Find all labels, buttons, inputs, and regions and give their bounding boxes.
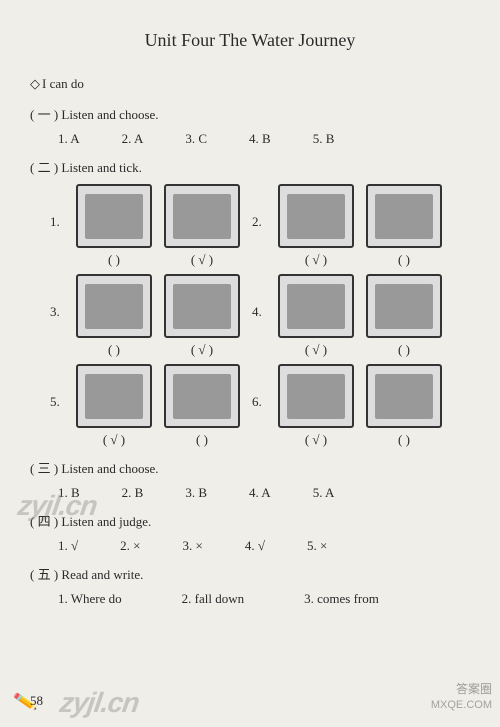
image-placeholder: [164, 364, 240, 428]
tick-mark: ( ): [196, 432, 208, 448]
answer-item: 3. comes from: [304, 591, 379, 607]
image-grid: 1. ( ) ( √ ) 2. ( √ ) ( ) 3. ( ) ( √ ) 4. ( √ ) ( )…: [50, 184, 470, 448]
tick-mark: ( ): [108, 252, 120, 268]
answer-item: 5. A: [313, 485, 335, 501]
image-placeholder: [76, 274, 152, 338]
tick-mark: ( √ ): [305, 252, 327, 268]
image-placeholder: [278, 184, 354, 248]
image-placeholder: [164, 184, 240, 248]
watermark-2: zyjl.cn: [58, 687, 141, 719]
image-inner: [375, 284, 433, 329]
watermark-1: zyjl.cn: [16, 490, 99, 522]
subtitle: I can do: [30, 76, 470, 92]
answer-item: 3. ×: [182, 538, 202, 554]
row-number: 3.: [50, 304, 64, 320]
answer-item: 4. √: [245, 538, 265, 554]
answer-item: 2. fall down: [182, 591, 244, 607]
tick-mark: ( √ ): [103, 432, 125, 448]
row-number: 1.: [50, 214, 64, 230]
page-number: 58: [30, 693, 43, 709]
watermark-3: 答案圈: [456, 680, 492, 697]
row-number: 4.: [252, 304, 266, 320]
image-placeholder: [366, 184, 442, 248]
image-inner: [173, 284, 231, 329]
image-placeholder: [366, 364, 442, 428]
grid-row: 3. ( ) ( √ ) 4. ( √ ) ( ): [50, 274, 470, 358]
image-placeholder: [278, 274, 354, 338]
image-inner: [287, 284, 345, 329]
image-inner: [287, 374, 345, 419]
watermark-4: MXQE.COM: [431, 699, 492, 711]
grid-row: 1. ( ) ( √ ) 2. ( √ ) ( ): [50, 184, 470, 268]
answer-item: 3. C: [185, 131, 207, 147]
section-2-head: ( 二 ) Listen and tick.: [30, 157, 470, 176]
section-5-answers: 1. Where do 2. fall down 3. comes from: [58, 591, 470, 607]
section-4-answers: 1. √ 2. × 3. × 4. √ 5. ×: [58, 538, 470, 554]
image-inner: [375, 374, 433, 419]
answer-item: 1. A: [58, 131, 80, 147]
answer-item: 1. √: [58, 538, 78, 554]
image-inner: [85, 194, 143, 239]
image-cell: ( √ ): [164, 274, 240, 358]
section-5-head: ( 五 ) Read and write.: [30, 564, 470, 583]
row-number: 2.: [252, 214, 266, 230]
answer-item: 2. B: [122, 485, 144, 501]
section-3-head: ( 三 ) Listen and choose.: [30, 458, 470, 477]
image-placeholder: [366, 274, 442, 338]
image-cell: ( √ ): [278, 274, 354, 358]
image-cell: ( ): [76, 274, 152, 358]
tick-mark: ( ): [398, 432, 410, 448]
tick-mark: ( √ ): [305, 342, 327, 358]
answer-item: 5. B: [313, 131, 335, 147]
section-3-answers: 1. B2. B3. B4. A5. A: [58, 485, 470, 501]
answer-item: 2. A: [122, 131, 144, 147]
image-cell: ( √ ): [278, 364, 354, 448]
tick-mark: ( ): [398, 342, 410, 358]
answer-item: 1. Where do: [58, 591, 122, 607]
image-placeholder: [76, 364, 152, 428]
tick-mark: ( √ ): [305, 432, 327, 448]
image-placeholder: [76, 184, 152, 248]
image-cell: ( ): [366, 184, 442, 268]
answer-item: 3. B: [185, 485, 207, 501]
image-placeholder: [278, 364, 354, 428]
section-4-head: ( 四 ) Listen and judge.: [30, 511, 470, 530]
tick-mark: ( √ ): [191, 252, 213, 268]
answer-item: 4. B: [249, 131, 271, 147]
image-inner: [375, 194, 433, 239]
image-inner: [85, 284, 143, 329]
row-number: 6.: [252, 394, 266, 410]
tick-mark: ( ): [108, 342, 120, 358]
image-cell: ( √ ): [164, 184, 240, 268]
image-inner: [173, 374, 231, 419]
image-placeholder: [164, 274, 240, 338]
grid-row: 5. ( √ ) ( ) 6. ( √ ) ( ): [50, 364, 470, 448]
row-number: 5.: [50, 394, 64, 410]
image-cell: ( ): [366, 274, 442, 358]
image-inner: [287, 194, 345, 239]
image-cell: ( ): [366, 364, 442, 448]
image-cell: ( √ ): [76, 364, 152, 448]
answer-item: 5. ×: [307, 538, 327, 554]
image-inner: [85, 374, 143, 419]
image-inner: [173, 194, 231, 239]
answer-item: 4. A: [249, 485, 271, 501]
section-1-head: ( 一 ) Listen and choose.: [30, 104, 470, 123]
image-cell: ( ): [164, 364, 240, 448]
tick-mark: ( √ ): [191, 342, 213, 358]
section-1-answers: 1. A 2. A 3. C 4. B 5. B: [58, 131, 470, 147]
image-cell: ( ): [76, 184, 152, 268]
image-cell: ( √ ): [278, 184, 354, 268]
answer-item: 2. ×: [120, 538, 140, 554]
unit-title: Unit Four The Water Journey: [30, 30, 470, 51]
tick-mark: ( ): [398, 252, 410, 268]
